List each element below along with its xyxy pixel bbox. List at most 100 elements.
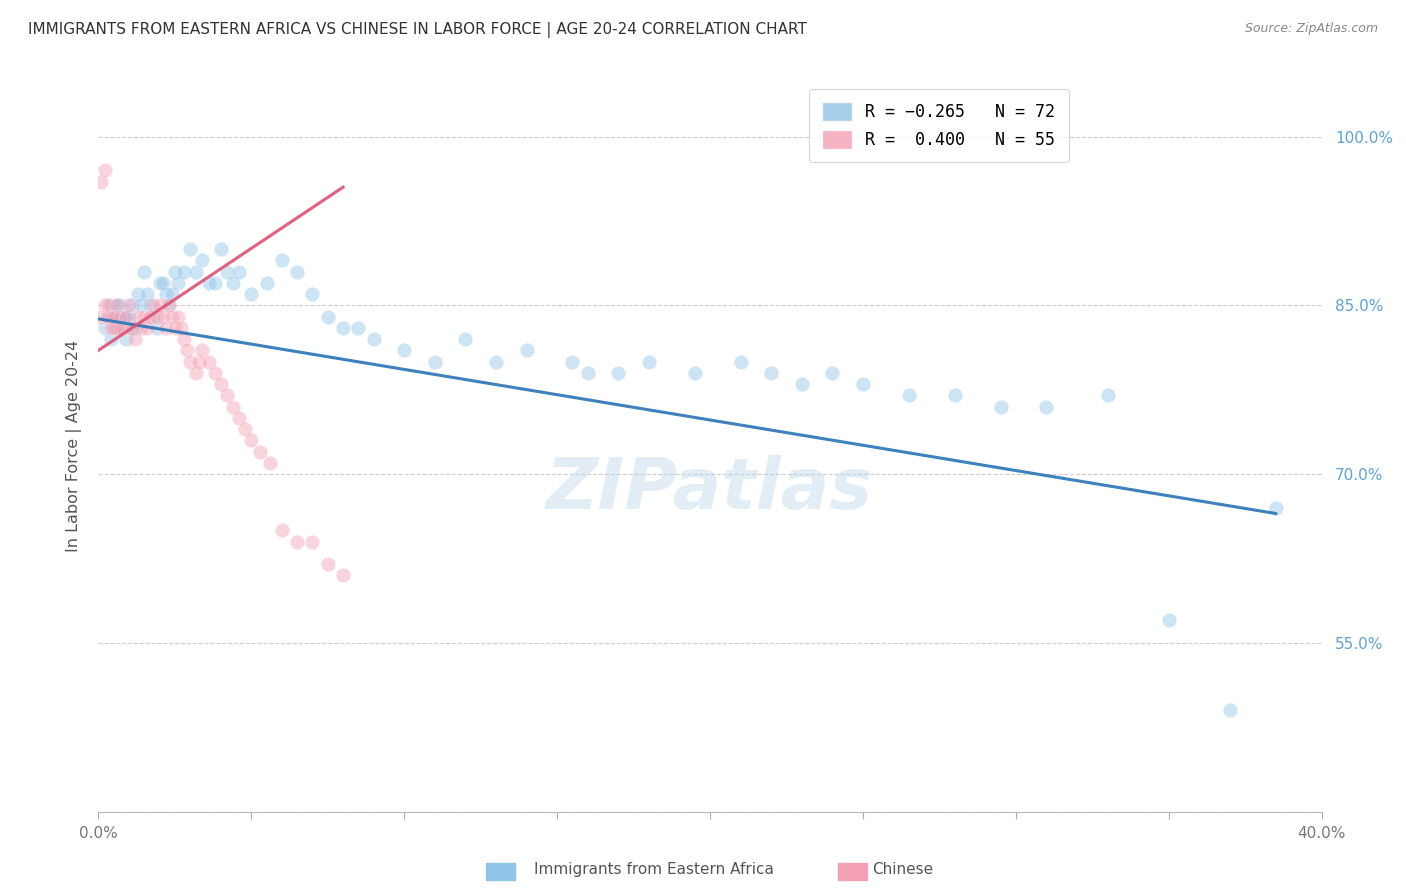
Point bbox=[108, 298, 131, 312]
Point bbox=[105, 310, 128, 324]
Point bbox=[270, 524, 292, 538]
Point bbox=[759, 366, 782, 380]
Point bbox=[145, 321, 167, 335]
Point bbox=[316, 310, 339, 324]
Point bbox=[100, 310, 122, 324]
Point bbox=[100, 321, 122, 335]
Point bbox=[111, 321, 134, 335]
Point bbox=[990, 400, 1012, 414]
Point bbox=[160, 310, 183, 324]
Point bbox=[316, 557, 339, 571]
Point bbox=[897, 388, 920, 402]
Point bbox=[209, 377, 232, 392]
Point bbox=[1219, 703, 1241, 717]
Point bbox=[127, 287, 149, 301]
Y-axis label: In Labor Force | Age 20-24: In Labor Force | Age 20-24 bbox=[66, 340, 83, 552]
Point bbox=[108, 310, 131, 324]
Point bbox=[285, 534, 308, 549]
Point bbox=[170, 321, 193, 335]
Point bbox=[155, 321, 177, 335]
Point bbox=[730, 354, 752, 368]
Text: Source: ZipAtlas.com: Source: ZipAtlas.com bbox=[1244, 22, 1378, 36]
Point bbox=[215, 264, 238, 278]
Point bbox=[105, 298, 128, 312]
Point bbox=[142, 298, 165, 312]
Point bbox=[228, 410, 250, 425]
Point bbox=[332, 321, 354, 335]
Point bbox=[157, 298, 180, 312]
Point bbox=[90, 310, 112, 324]
Point bbox=[191, 343, 214, 358]
Point bbox=[163, 264, 186, 278]
Point bbox=[249, 444, 271, 458]
Point bbox=[332, 568, 354, 582]
Point bbox=[179, 242, 201, 256]
Point bbox=[191, 253, 214, 268]
Point bbox=[790, 377, 813, 392]
Point bbox=[111, 310, 134, 324]
Point bbox=[118, 321, 141, 335]
Point bbox=[134, 310, 156, 324]
Point bbox=[222, 400, 245, 414]
Text: ZIPatlas: ZIPatlas bbox=[547, 456, 873, 524]
Point bbox=[97, 310, 120, 324]
Point bbox=[155, 287, 177, 301]
Text: Immigrants from Eastern Africa: Immigrants from Eastern Africa bbox=[534, 863, 775, 877]
Point bbox=[157, 298, 180, 312]
Point bbox=[222, 276, 245, 290]
Point bbox=[197, 276, 219, 290]
Point bbox=[115, 310, 138, 324]
Point bbox=[173, 264, 195, 278]
Legend: R = −0.265   N = 72, R =  0.400   N = 55: R = −0.265 N = 72, R = 0.400 N = 55 bbox=[808, 88, 1069, 162]
Point bbox=[228, 264, 250, 278]
Point bbox=[139, 310, 162, 324]
Point bbox=[124, 321, 146, 335]
Point bbox=[821, 366, 844, 380]
Point bbox=[152, 310, 174, 324]
Point bbox=[285, 264, 308, 278]
Point bbox=[108, 321, 131, 335]
Point bbox=[105, 298, 128, 312]
Point bbox=[93, 163, 115, 178]
Point bbox=[97, 298, 120, 312]
Point bbox=[115, 310, 138, 324]
Point bbox=[204, 366, 226, 380]
Point bbox=[152, 276, 174, 290]
Point bbox=[259, 456, 281, 470]
Point bbox=[516, 343, 538, 358]
Point bbox=[115, 332, 138, 346]
Point bbox=[127, 310, 149, 324]
Point bbox=[90, 175, 112, 189]
Point bbox=[576, 366, 599, 380]
Point bbox=[103, 321, 125, 335]
Point bbox=[347, 321, 370, 335]
Point bbox=[215, 388, 238, 402]
Point bbox=[179, 354, 201, 368]
Point bbox=[943, 388, 966, 402]
Point bbox=[149, 298, 172, 312]
Point bbox=[173, 332, 195, 346]
Text: IMMIGRANTS FROM EASTERN AFRICA VS CHINESE IN LABOR FORCE | AGE 20-24 CORRELATION: IMMIGRANTS FROM EASTERN AFRICA VS CHINES… bbox=[28, 22, 807, 38]
Point bbox=[149, 276, 172, 290]
Point bbox=[97, 310, 120, 324]
Point bbox=[209, 242, 232, 256]
Point bbox=[142, 310, 165, 324]
Text: Chinese: Chinese bbox=[872, 863, 932, 877]
Point bbox=[118, 298, 141, 312]
Point bbox=[683, 366, 706, 380]
Point bbox=[485, 354, 508, 368]
Point bbox=[93, 298, 115, 312]
Point bbox=[1097, 388, 1119, 402]
Point bbox=[1157, 614, 1180, 628]
Point bbox=[186, 264, 208, 278]
Point bbox=[423, 354, 446, 368]
Point bbox=[233, 422, 256, 436]
Point bbox=[124, 332, 146, 346]
Point bbox=[392, 343, 416, 358]
Point bbox=[301, 534, 323, 549]
Point bbox=[197, 354, 219, 368]
Point bbox=[637, 354, 661, 368]
Point bbox=[103, 310, 125, 324]
Point bbox=[105, 321, 128, 335]
Point bbox=[240, 287, 263, 301]
